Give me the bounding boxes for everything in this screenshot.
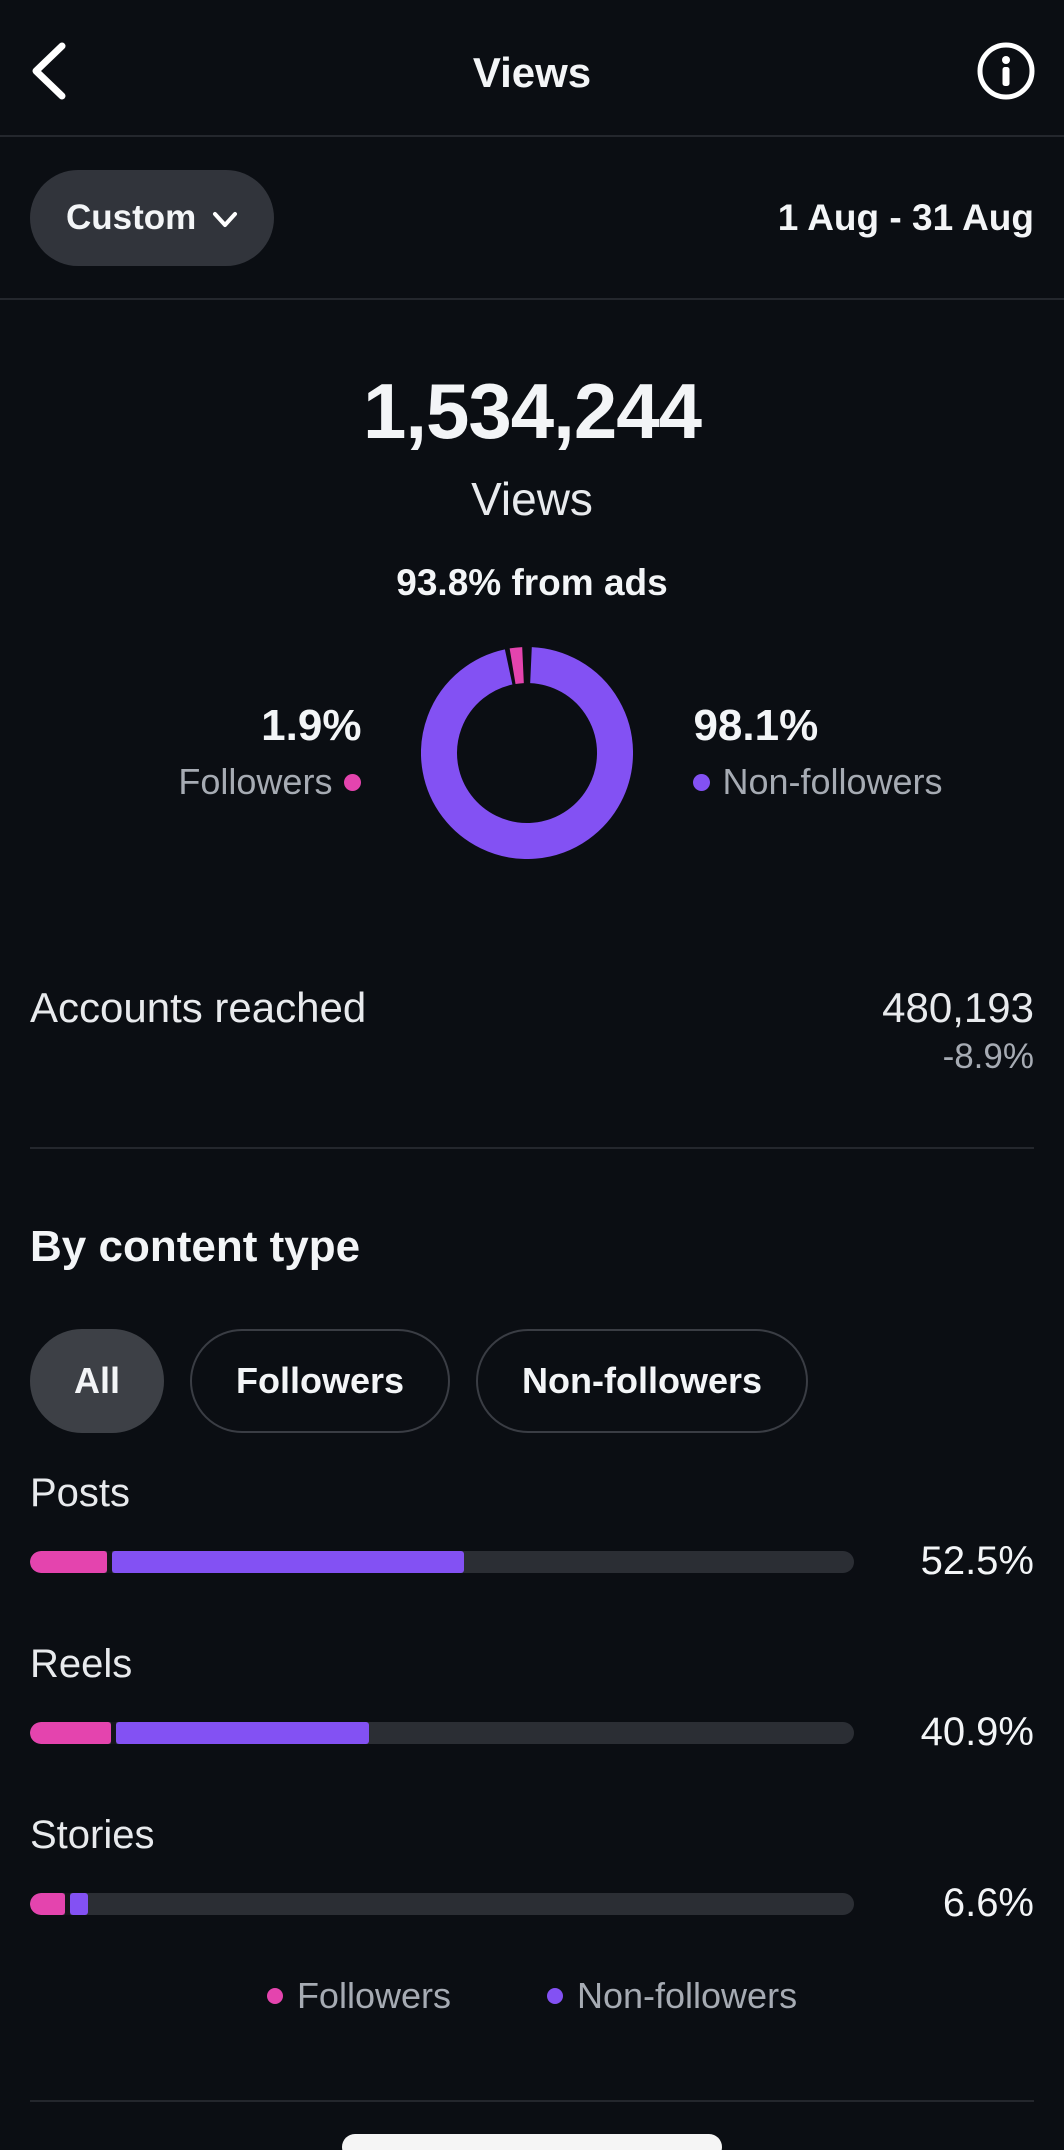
followers-legend-row: Followers [178, 761, 362, 803]
content-type-heading: By content type [30, 1222, 361, 1271]
accounts-reached-row: Accounts reached 480,193 -8.9% [0, 983, 1064, 1079]
bar-pct-reels: 40.9% [920, 1710, 1034, 1754]
non-followers-label: Non-followers [722, 761, 943, 803]
non-followers-pct: 98.1% [693, 701, 819, 751]
legend-non-followers: Non-followers [546, 1975, 798, 2016]
bar-label-posts: Posts [30, 1471, 131, 1515]
top-bar: Views [0, 0, 1064, 137]
bars-legend: Followers Non-followers [0, 1978, 1064, 2014]
donut-chart [421, 647, 634, 859]
non-followers-dot-icon [546, 1988, 563, 2004]
bar-pct-stories: 6.6% [942, 1881, 1034, 1925]
chip-all[interactable]: All [30, 1329, 165, 1433]
bar-segment-followers [30, 1721, 111, 1744]
date-range-value: 1 Aug - 31 Aug [777, 196, 1034, 238]
bar-row-posts: 52.5% [30, 1539, 1034, 1584]
total-views-value: 1,534,244 [362, 367, 702, 455]
bar-track [30, 1892, 854, 1915]
chip-non-followers[interactable]: Non-followers [476, 1329, 809, 1433]
info-icon [975, 40, 1037, 105]
bar-segment-non-followers [69, 1892, 88, 1915]
followers-split-block: 1.9% Followers [121, 701, 362, 803]
bar-track [30, 1721, 854, 1744]
bar-row-stories: 6.6% [30, 1881, 1034, 1926]
accounts-reached-value: 480,193 [882, 984, 1034, 1031]
followers-label: Followers [178, 761, 333, 803]
legend-followers: Followers [266, 1975, 451, 2016]
section-divider [30, 1147, 1034, 1149]
followers-dot-icon [344, 773, 362, 791]
filter-row: Custom 1 Aug - 31 Aug [0, 137, 1064, 300]
accounts-reached-values: 480,193 -8.9% [882, 983, 1034, 1079]
accounts-reached-delta: -8.9% [942, 1037, 1034, 1076]
ads-share-note: 93.8% from ads [396, 562, 668, 603]
bar-segment-gap [64, 1892, 70, 1915]
content-type-bars: Posts 52.5% Reels 40.9% Stories [0, 1469, 1064, 1926]
info-button[interactable] [974, 41, 1038, 105]
bottom-divider [30, 2100, 1034, 2102]
bar-segment-followers [30, 1892, 65, 1915]
home-indicator-handle[interactable] [342, 2134, 722, 2150]
content-type-filters: All Followers Non-followers [0, 1329, 1064, 1433]
page-title: Views [472, 48, 592, 96]
follower-split-chart: 1.9% Followers 98.1% Non-followers [0, 647, 1064, 859]
overview-section: 1,534,244 Views 93.8% from ads [0, 372, 1064, 601]
chevron-down-icon [212, 198, 238, 238]
bar-segment-non-followers [115, 1721, 369, 1744]
range-pill-label: Custom [66, 197, 197, 237]
total-views-label: Views [471, 473, 593, 525]
non-followers-dot-icon [693, 773, 711, 791]
bar-segment-non-followers [111, 1550, 465, 1573]
bar-label-reels: Reels [30, 1642, 133, 1686]
bar-segment-followers [30, 1550, 107, 1573]
back-chevron-icon [26, 40, 70, 105]
bar-segment-gap [106, 1550, 112, 1573]
accounts-reached-label: Accounts reached [30, 984, 367, 1031]
followers-dot-icon [266, 1988, 283, 2004]
bar-label-stories: Stories [30, 1813, 155, 1857]
chip-followers[interactable]: Followers [190, 1329, 451, 1433]
back-button[interactable] [26, 41, 86, 105]
followers-pct: 1.9% [261, 701, 362, 751]
legend-followers-label: Followers [296, 1975, 451, 2016]
non-followers-split-block: 98.1% Non-followers [693, 701, 943, 803]
bar-segment-gap [110, 1721, 116, 1744]
legend-non-followers-label: Non-followers [576, 1975, 798, 2016]
date-range-selector[interactable]: Custom [30, 169, 275, 266]
bar-row-reels: 40.9% [30, 1710, 1034, 1755]
bar-pct-posts: 52.5% [920, 1539, 1034, 1583]
bar-track [30, 1550, 854, 1573]
non-followers-legend-row: Non-followers [693, 761, 943, 803]
